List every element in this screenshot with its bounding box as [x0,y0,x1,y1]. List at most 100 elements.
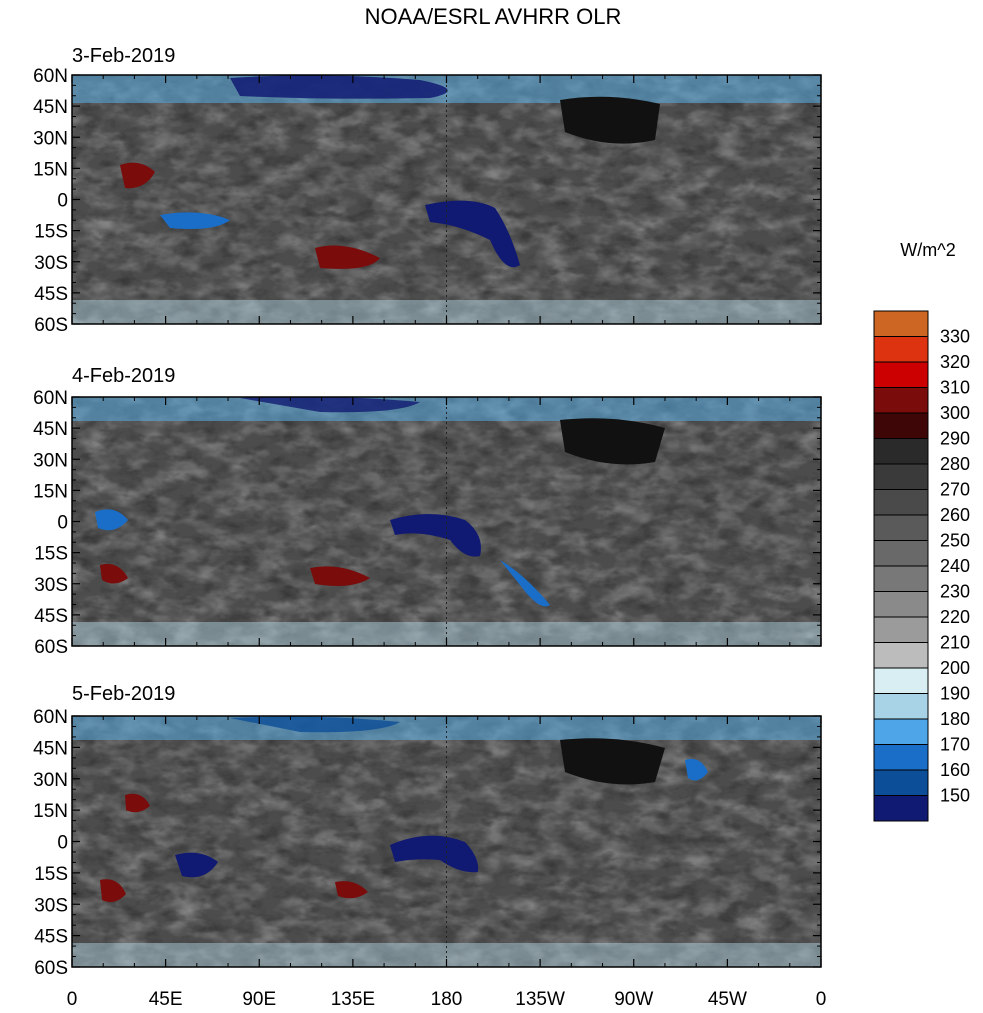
colorbar-cell [873,693,929,720]
panel-2-australia-high-olr [310,566,370,586]
colorbar-cell [873,718,929,745]
lat-tick-label: 30N [33,128,68,149]
lat-tick-label: 60S [34,958,68,979]
lon-tick-label: 90W [614,989,653,1010]
lat-tick-label: 30N [33,450,68,471]
lat-tick-label: 0 [57,833,68,854]
colorbar-cell [873,769,929,796]
lat-tick-label: 0 [57,191,68,212]
colorbar-level-label: 260 [940,505,970,525]
panel-1-sahara-high-olr [120,162,155,189]
figure-title: NOAA/ESRL AVHRR OLR [365,4,622,29]
colorbar-cell [873,463,929,490]
colorbar-level-label: 250 [940,531,970,551]
colorbar-units: W/m^2 [900,240,955,260]
lon-tick-label: 180 [431,989,463,1010]
panel-3-north-low-olr [230,716,400,733]
colorbar-level-label: 300 [940,403,970,423]
lat-tick-label: 60S [34,637,68,658]
lat-tick-label: 30N [33,770,68,791]
lat-tick-label: 15S [34,864,68,885]
panel-2-south-pacific-band [500,560,550,607]
lon-tick-label: 0 [67,989,78,1010]
colorbar-cell [873,361,929,388]
panel-1: 3-Feb-2019 60N 45N 30N 15N 0 15S 30S 45S 60S [33,45,822,336]
lat-tick-label: 30S [34,575,68,596]
colorbar-cell [873,591,929,618]
colorbar-cell [873,616,929,643]
panel-2-north-america-cold [560,418,665,465]
lat-tick-label: 60S [34,315,68,336]
colorbar-level-label: 200 [940,658,970,678]
panel-2-africa-high-olr [100,563,128,584]
lat-tick-label: 15S [34,544,68,565]
lon-tick-label: 45E [149,989,183,1010]
colorbar-cell [873,489,929,516]
lat-tick-label: 45S [34,927,68,948]
colorbar-cell [873,744,929,771]
colorbar-level-label: 280 [940,454,970,474]
lat-tick-label: 15S [34,222,68,243]
colorbar-level-label: 210 [940,633,970,653]
panel-2-north-low-olr [240,396,420,413]
lon-tick-label: 90E [242,989,276,1010]
panel-1-indian-ocean-convection [160,212,230,229]
colorbar-level-label: 290 [940,429,970,449]
panel-2-spcz-convection [390,514,481,557]
lat-tick-label: 45N [33,419,68,440]
colorbar-level-label: 180 [940,709,970,729]
colorbar: 330 320 310 300 290 280 270 260 250 240 230 220 210 2… [873,310,970,822]
panel-3-north-america-cold [560,738,665,785]
colorbar-cell [873,540,929,567]
colorbar-level-label: 170 [940,735,970,755]
colorbar-level-label: 190 [940,684,970,704]
panel-2: 4-Feb-2019 60N 45N 30N 15N 0 15S 30S 45S 60S [33,365,822,658]
colorbar-level-label: 310 [940,378,970,398]
panel-1-date: 3-Feb-2019 [72,45,175,67]
colorbar-cell [873,795,929,822]
lat-tick-label: 15N [33,159,68,180]
colorbar-cell [873,310,929,337]
panel-1-north-america-cold [560,96,660,144]
lat-tick-label: 45N [33,738,68,759]
lon-tick-label: 135W [515,989,565,1010]
colorbar-cell [873,514,929,541]
panel-3-indian-ocean-convection [175,852,218,878]
colorbar-level-label: 150 [940,786,970,806]
colorbar-cell [873,438,929,465]
lat-tick-label: 0 [57,513,68,534]
lat-tick-label: 60N [33,66,68,87]
panel-2-date: 4-Feb-2019 [72,365,175,387]
panel-3-spcz-convection [390,835,479,873]
lat-tick-label: 30S [34,253,68,274]
panel-3: 5-Feb-2019 60N 45N 30N 15N 0 15S 30S 45S 60S 0 45E… [33,683,826,1010]
colorbar-level-label: 220 [940,607,970,627]
colorbar-level-label: 160 [940,760,970,780]
lat-tick-label: 30S [34,895,68,916]
panel-3-sahara-high-olr [125,793,150,813]
colorbar-level-label: 270 [940,480,970,500]
panel-3-date: 5-Feb-2019 [72,683,175,705]
panel-2-africa-convection [95,509,128,531]
colorbar-cell [873,412,929,439]
lat-tick-label: 60N [33,707,68,728]
lat-tick-label: 45N [33,97,68,118]
lat-tick-label: 45S [34,606,68,627]
panel-1-north-low-olr [230,75,448,99]
lon-tick-label: 135E [331,989,375,1010]
lat-tick-label: 45S [34,284,68,305]
colorbar-level-label: 330 [940,327,970,347]
panel-1-australia-high-olr [315,245,380,269]
panel-3-australia-high-olr [335,881,368,899]
lat-tick-label: 15N [33,801,68,822]
colorbar-cell [873,565,929,592]
panel-1-spcz-convection [425,200,520,268]
lat-tick-label: 60N [33,388,68,409]
colorbar-level-label: 230 [940,582,970,602]
colorbar-cell [873,387,929,414]
colorbar-cell [873,336,929,363]
lat-tick-label: 15N [33,481,68,502]
colorbar-level-label: 320 [940,352,970,372]
lon-tick-label: 0 [816,989,827,1010]
